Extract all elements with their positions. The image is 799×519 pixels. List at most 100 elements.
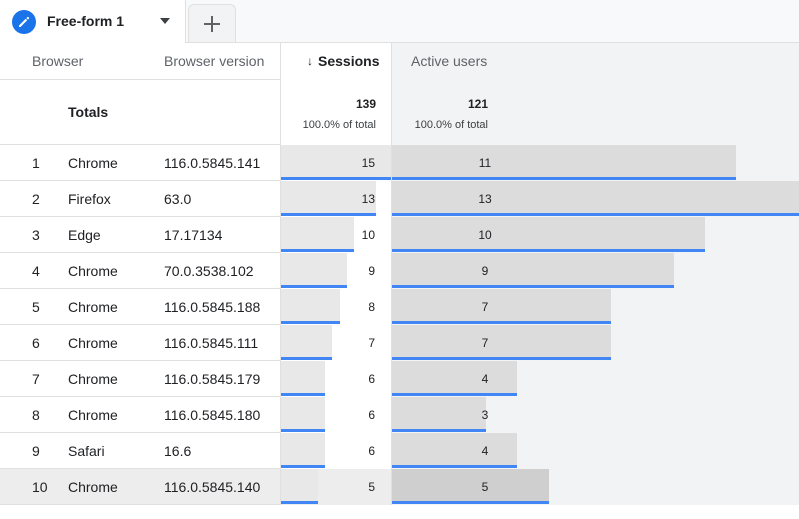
cell-browser: Chrome	[68, 155, 118, 171]
sessions-header-cell[interactable]	[280, 43, 392, 80]
cell-browser: Chrome	[68, 335, 118, 351]
users-header-cell[interactable]	[392, 43, 799, 80]
sort-arrow-icon: ↓	[307, 54, 313, 68]
sessions-bar	[281, 325, 332, 360]
active-users-value: 13	[478, 192, 492, 206]
totals-sessions-value: 139	[355, 97, 376, 111]
cell-browser-version: 116.0.5845.141	[164, 155, 261, 171]
cell-sessions: 6	[280, 433, 392, 469]
cell-active-users: 7	[392, 289, 799, 325]
row-index: 5	[32, 299, 40, 315]
cell-active-users: 5	[392, 469, 799, 505]
cell-active-users: 4	[392, 361, 799, 397]
active-users-value: 7	[481, 300, 489, 314]
cell-sessions: 8	[280, 289, 392, 325]
cell-browser-version: 63.0	[164, 191, 192, 207]
column-header-active-users[interactable]: Active users	[411, 53, 488, 69]
active-users-bar	[392, 325, 611, 360]
tab-free-form-1[interactable]: Free-form 1	[0, 0, 186, 43]
cell-browser: Firefox	[68, 191, 111, 207]
table-row[interactable]: 2 Firefox 63.0 13 13	[0, 181, 799, 217]
row-index: 8	[32, 407, 40, 423]
cell-browser: Chrome	[68, 371, 118, 387]
totals-sessions-percent: 100.0% of total	[302, 119, 376, 131]
cell-browser: Chrome	[68, 479, 118, 495]
totals-label: Totals	[68, 104, 109, 120]
table-row[interactable]: 5 Chrome 116.0.5845.188 8 7	[0, 289, 799, 325]
column-header-browser-version[interactable]: Browser version	[164, 53, 265, 69]
tab-strip: Free-form 1	[0, 0, 799, 43]
row-index: 7	[32, 371, 40, 387]
table-row[interactable]: 3 Edge 17.17134 10 10	[0, 217, 799, 253]
totals-users-value: 121	[467, 97, 488, 111]
pencil-icon[interactable]	[12, 10, 36, 34]
active-users-value: 5	[481, 480, 489, 494]
sessions-value: 5	[368, 480, 375, 494]
active-users-value: 3	[481, 408, 489, 422]
row-index: 1	[32, 155, 40, 171]
cell-browser: Chrome	[68, 299, 118, 315]
table-row[interactable]: 8 Chrome 116.0.5845.180 6 3	[0, 397, 799, 433]
column-header-sessions[interactable]: Sessions	[318, 53, 380, 69]
sessions-value: 6	[368, 408, 375, 422]
totals-users-percent: 100.0% of total	[414, 119, 488, 131]
cell-browser-version: 116.0.5845.188	[164, 299, 261, 315]
sessions-value: 6	[368, 444, 375, 458]
sessions-value: 10	[361, 228, 375, 242]
totals-sessions-cell	[280, 80, 392, 145]
active-users-value: 10	[478, 228, 492, 242]
cell-active-users: 9	[392, 253, 799, 289]
sessions-bar	[281, 253, 347, 288]
cell-sessions: 15	[280, 145, 392, 181]
cell-active-users: 13	[392, 181, 799, 217]
active-users-bar	[392, 397, 486, 432]
cell-browser: Safari	[68, 443, 105, 459]
active-users-bar	[392, 253, 674, 288]
table-header-row: Browser Browser version ↓ Sessions Activ…	[0, 43, 799, 80]
row-index: 10	[32, 479, 48, 495]
active-users-value: 4	[481, 372, 489, 386]
table-row[interactable]: 10 Chrome 116.0.5845.140 5 5	[0, 469, 799, 505]
active-users-bar	[392, 361, 517, 396]
cell-browser-version: 116.0.5845.180	[164, 407, 261, 423]
table-row[interactable]: 4 Chrome 70.0.3538.102 9 9	[0, 253, 799, 289]
totals-users-cell	[392, 80, 799, 145]
row-index: 6	[32, 335, 40, 351]
add-tab-button[interactable]	[188, 4, 236, 42]
sessions-bar	[281, 181, 376, 216]
totals-row: Totals 139 100.0% of total 121 100.0% of…	[0, 80, 799, 145]
row-index: 4	[32, 263, 40, 279]
cell-browser: Edge	[68, 227, 101, 243]
cell-sessions: 5	[280, 469, 392, 505]
cell-browser-version: 116.0.5845.140	[164, 479, 261, 495]
cell-sessions: 7	[280, 325, 392, 361]
table-row[interactable]: 6 Chrome 116.0.5845.111 7 7	[0, 325, 799, 361]
sessions-value: 13	[361, 192, 375, 206]
active-users-bar	[392, 217, 705, 252]
table-row[interactable]: 1 Chrome 116.0.5845.141 15 11	[0, 145, 799, 181]
cell-browser: Chrome	[68, 263, 118, 279]
cell-browser: Chrome	[68, 407, 118, 423]
plus-icon	[204, 15, 220, 32]
active-users-value: 4	[481, 444, 489, 458]
table-row[interactable]: 7 Chrome 116.0.5845.179 6 4	[0, 361, 799, 397]
active-users-value: 7	[481, 336, 489, 350]
sessions-value: 9	[368, 264, 375, 278]
column-header-browser[interactable]: Browser	[32, 53, 84, 69]
cell-active-users: 11	[392, 145, 799, 181]
table-row[interactable]: 9 Safari 16.6 6 4	[0, 433, 799, 469]
sessions-value: 8	[368, 300, 375, 314]
cell-browser-version: 17.17134	[164, 227, 223, 243]
cell-sessions: 6	[280, 397, 392, 433]
sessions-bar	[281, 469, 318, 504]
cell-browser-version: 116.0.5845.179	[164, 371, 261, 387]
sessions-value: 15	[361, 156, 375, 170]
active-users-bar	[392, 433, 517, 468]
cell-sessions: 9	[280, 253, 392, 289]
chevron-down-icon[interactable]	[160, 18, 170, 24]
sessions-value: 6	[368, 372, 375, 386]
cell-active-users: 10	[392, 217, 799, 253]
tab-label: Free-form 1	[47, 13, 125, 29]
row-index: 2	[32, 191, 40, 207]
cell-browser-version: 16.6	[164, 443, 192, 459]
